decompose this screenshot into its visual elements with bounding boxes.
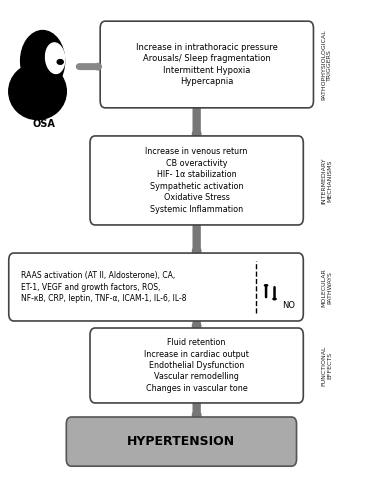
Ellipse shape: [46, 43, 65, 74]
Text: OSA: OSA: [33, 119, 56, 129]
Text: HYPERTENSION: HYPERTENSION: [127, 435, 236, 448]
FancyBboxPatch shape: [90, 328, 303, 403]
Circle shape: [21, 31, 65, 91]
Text: PATHOPHYSIOLOGICAL
TRIGGERS: PATHOPHYSIOLOGICAL TRIGGERS: [322, 29, 332, 100]
Ellipse shape: [57, 60, 63, 64]
Text: INTERMEDIARY
MECHANISMS: INTERMEDIARY MECHANISMS: [322, 158, 332, 204]
FancyBboxPatch shape: [66, 417, 297, 466]
Ellipse shape: [12, 71, 46, 98]
Text: FUNCTIONAL
EFFECTS: FUNCTIONAL EFFECTS: [322, 345, 332, 386]
Text: Increase in venous return
CB overactivity
HIF- 1α stabilization
Sympathetic acti: Increase in venous return CB overactivit…: [145, 147, 248, 214]
FancyBboxPatch shape: [90, 136, 303, 225]
Text: Increase in intrathoracic pressure
Arousals/ Sleep fragmentation
Intermittent Hy: Increase in intrathoracic pressure Arous…: [136, 43, 278, 86]
FancyBboxPatch shape: [9, 253, 303, 321]
Text: Fluid retention
Increase in cardiac output
Endothelial Dysfunction
Vascular remo: Fluid retention Increase in cardiac outp…: [144, 338, 249, 393]
FancyBboxPatch shape: [100, 21, 314, 108]
Text: MOLECULAR
PATHWAYS: MOLECULAR PATHWAYS: [322, 268, 332, 306]
Ellipse shape: [9, 64, 66, 120]
Text: NO: NO: [282, 301, 295, 310]
Text: RAAS activation (AT II, Aldosterone), CA,
ET-1, VEGF and growth factors, ROS,
NF: RAAS activation (AT II, Aldosterone), CA…: [21, 271, 186, 303]
